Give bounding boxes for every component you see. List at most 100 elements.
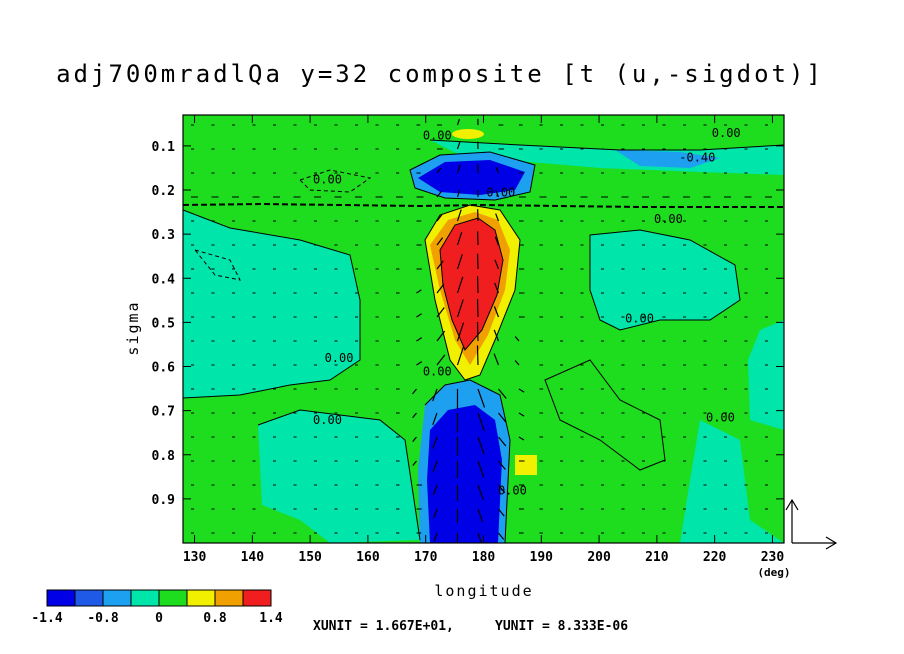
colorbar-label: 0 bbox=[155, 611, 163, 626]
colorbar-label: 0.8 bbox=[203, 611, 227, 626]
vector-arrow bbox=[495, 190, 500, 198]
vector-arrow bbox=[436, 260, 444, 270]
colorbar-label: 1.4 bbox=[259, 611, 283, 626]
y-tick-label: 0.1 bbox=[152, 140, 176, 155]
contour-label: 0.00 bbox=[423, 364, 452, 378]
x-axis-label: longitude bbox=[434, 582, 533, 600]
y-tick-label: 0.7 bbox=[152, 405, 175, 420]
colorbar-swatch bbox=[46, 589, 76, 607]
neg-region-top-strip bbox=[430, 140, 784, 175]
vector-arrow bbox=[436, 330, 446, 342]
vector-arrow bbox=[456, 299, 464, 318]
vector-arrow bbox=[514, 336, 520, 342]
vector-arrow bbox=[477, 436, 485, 455]
y-axis-ticks: 0.1 0.2 0.3 0.4 0.5 0.6 0.7 0.8 0.9 bbox=[152, 140, 784, 508]
vector-arrow bbox=[493, 353, 500, 366]
vector-arrow bbox=[477, 460, 485, 478]
upper-neg-lobe-dark bbox=[418, 160, 525, 195]
vector-arrow bbox=[518, 388, 525, 393]
vector-arrow bbox=[412, 412, 417, 419]
contour-label: 0.00 bbox=[313, 172, 342, 186]
vector-arrow bbox=[432, 484, 438, 496]
colorbar-labels: -1.4 -0.8 0 0.8 1.4 bbox=[31, 611, 283, 626]
vector-arrow bbox=[412, 436, 417, 443]
contour-field bbox=[183, 115, 784, 543]
neg-region-right-edge bbox=[748, 320, 784, 430]
contour-label: 0.00 bbox=[313, 413, 342, 427]
neg-plume-dark bbox=[427, 405, 502, 543]
colorbar-swatch bbox=[242, 589, 272, 607]
x-tick-label: 190 bbox=[530, 550, 554, 565]
vector-arrow bbox=[477, 388, 486, 408]
vector-arrow bbox=[436, 214, 443, 222]
vector-arrow bbox=[514, 360, 520, 366]
colorbar bbox=[46, 589, 272, 607]
vector-arrow bbox=[416, 361, 423, 366]
contour-label: 0.00 bbox=[654, 212, 683, 226]
vector-arrow bbox=[495, 213, 500, 222]
x-tick-label: 160 bbox=[356, 550, 380, 565]
contour-label: -0.40 bbox=[679, 150, 715, 164]
vector-arrow bbox=[498, 388, 507, 399]
vector-arrow bbox=[498, 436, 507, 447]
xunit-note: XUNIT = 1.667E+01, bbox=[313, 619, 454, 634]
neg-region-right-upper bbox=[590, 230, 740, 330]
contour-label: 0.00 bbox=[498, 483, 527, 497]
vector-arrow bbox=[436, 307, 445, 318]
vector-arrow bbox=[518, 436, 525, 441]
vector-arrow bbox=[456, 190, 461, 198]
vector-arrow bbox=[456, 209, 462, 222]
contour-label: 0.00 bbox=[625, 311, 654, 325]
y-tick-label: 0.9 bbox=[152, 493, 175, 508]
x-tick-label: 140 bbox=[241, 550, 265, 565]
y-tick-label: 0.2 bbox=[152, 184, 175, 199]
y-axis-label: sigma bbox=[124, 300, 142, 355]
y-tick-label: 0.4 bbox=[152, 272, 176, 287]
vector-arrow bbox=[433, 532, 438, 542]
colorbar-label: -0.8 bbox=[87, 611, 118, 626]
contour-label: 0.00 bbox=[706, 411, 735, 425]
vector-arrow bbox=[456, 231, 463, 246]
vector-arrow bbox=[436, 237, 444, 246]
vector-arrow bbox=[493, 329, 500, 342]
y-tick-label: 0.5 bbox=[152, 316, 175, 331]
vector-arrow bbox=[456, 322, 465, 342]
vector-arrow bbox=[432, 412, 438, 426]
vector-arrow bbox=[416, 337, 423, 342]
vector-arrow bbox=[498, 484, 506, 494]
neg-region-upper-left bbox=[183, 210, 360, 398]
vector-arrow bbox=[456, 141, 461, 150]
neg-region-lower-left bbox=[258, 410, 420, 543]
vector-arrow bbox=[498, 412, 507, 423]
y-tick-label: 0.8 bbox=[152, 449, 176, 464]
contour-label: 0.00 bbox=[712, 126, 741, 140]
x-tick-label: 230 bbox=[761, 550, 785, 565]
neg-region-right-lower bbox=[680, 420, 784, 543]
vector-arrow bbox=[494, 236, 500, 246]
vector-arrow bbox=[432, 436, 438, 449]
vector-arrow bbox=[477, 484, 484, 500]
x-tick-label: 210 bbox=[645, 550, 669, 565]
vector-arrow bbox=[436, 167, 442, 174]
vector-arrow bbox=[412, 388, 417, 395]
colorbar-label: -1.4 bbox=[31, 611, 62, 626]
vector-arrow bbox=[456, 345, 465, 366]
contour-label: 0.00 bbox=[486, 186, 515, 200]
colorbar-swatch bbox=[214, 589, 244, 607]
vector-arrow bbox=[456, 276, 464, 294]
x-tick-label: 150 bbox=[298, 550, 322, 565]
vector-arrow bbox=[433, 508, 438, 519]
x-tick-label: 130 bbox=[183, 550, 207, 565]
vector-arrow bbox=[494, 282, 500, 294]
vector-arrow bbox=[477, 412, 485, 432]
colorbar-swatch bbox=[74, 589, 104, 607]
vector-arrow bbox=[432, 388, 438, 402]
vector-arrow bbox=[416, 313, 422, 318]
yunit-note: YUNIT = 8.333E-06 bbox=[495, 619, 628, 634]
upper-right-neg bbox=[615, 150, 720, 168]
vector-field bbox=[191, 118, 772, 543]
vector-arrow bbox=[412, 460, 417, 466]
vector-arrow bbox=[456, 118, 461, 126]
reference-vector bbox=[785, 498, 838, 550]
chart-title: adj700mradlQa y=32 composite [t (u,-sigd… bbox=[56, 60, 824, 88]
